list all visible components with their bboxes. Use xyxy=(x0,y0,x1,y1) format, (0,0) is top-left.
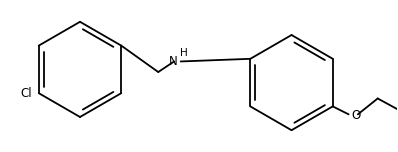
Text: N: N xyxy=(169,55,178,68)
Text: H: H xyxy=(180,48,188,58)
Text: Cl: Cl xyxy=(21,87,32,100)
Text: O: O xyxy=(351,109,361,122)
